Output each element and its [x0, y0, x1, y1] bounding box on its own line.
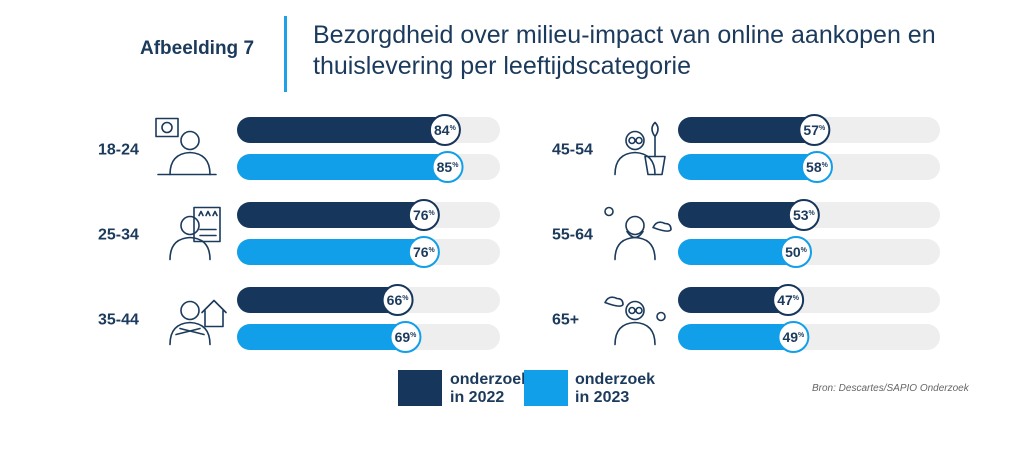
category-label: 55-64	[552, 227, 593, 244]
value-badge	[798, 114, 831, 146]
value-badge	[428, 114, 461, 146]
value-badge	[431, 151, 464, 183]
legend-swatch-2022	[398, 370, 442, 406]
value-badge	[780, 236, 812, 268]
bar	[678, 202, 817, 228]
bar	[237, 287, 411, 313]
bar	[237, 154, 461, 180]
bar	[237, 239, 437, 265]
category-label: 18-24	[98, 142, 139, 159]
legend-swatch-2023	[524, 370, 568, 406]
value-badge	[772, 284, 805, 316]
value-badge	[389, 321, 422, 353]
elderly-woman-plant-icon	[614, 121, 666, 176]
person-rating-icon	[169, 206, 221, 261]
legend-label-2022: onderzoek in 2022	[450, 371, 531, 406]
category-label: 45-54	[552, 142, 593, 159]
chart-title: Bezorgdheid over milieu-impact van onlin…	[313, 21, 936, 80]
bar	[678, 239, 809, 265]
bar	[678, 154, 830, 180]
category-label: 65+	[552, 312, 579, 329]
value-badge	[407, 199, 440, 231]
legend-label-2023: onderzoek in 2023	[575, 371, 656, 406]
bar	[678, 287, 802, 313]
bar	[678, 117, 828, 143]
elderly-man-icon	[604, 206, 672, 261]
bar	[678, 324, 807, 350]
category-label: 25-34	[98, 227, 139, 244]
elderly-woman-icon	[604, 296, 666, 346]
value-badge	[787, 199, 820, 231]
category-label: 35-44	[98, 312, 139, 329]
bar	[237, 117, 458, 143]
value-badge	[777, 321, 810, 353]
value-badge	[381, 284, 414, 316]
title-divider	[284, 16, 287, 92]
presenter-icon	[155, 117, 217, 176]
source-note: Bron: Descartes/SAPIO Onderzoek	[812, 383, 969, 394]
figure-label: Afbeelding 7	[140, 38, 255, 59]
value-badge	[800, 151, 833, 183]
bar	[237, 324, 419, 350]
bar	[237, 202, 437, 228]
value-badge	[407, 236, 440, 268]
category-group: 65+47%49%	[552, 284, 940, 353]
person-house-icon	[169, 299, 227, 346]
